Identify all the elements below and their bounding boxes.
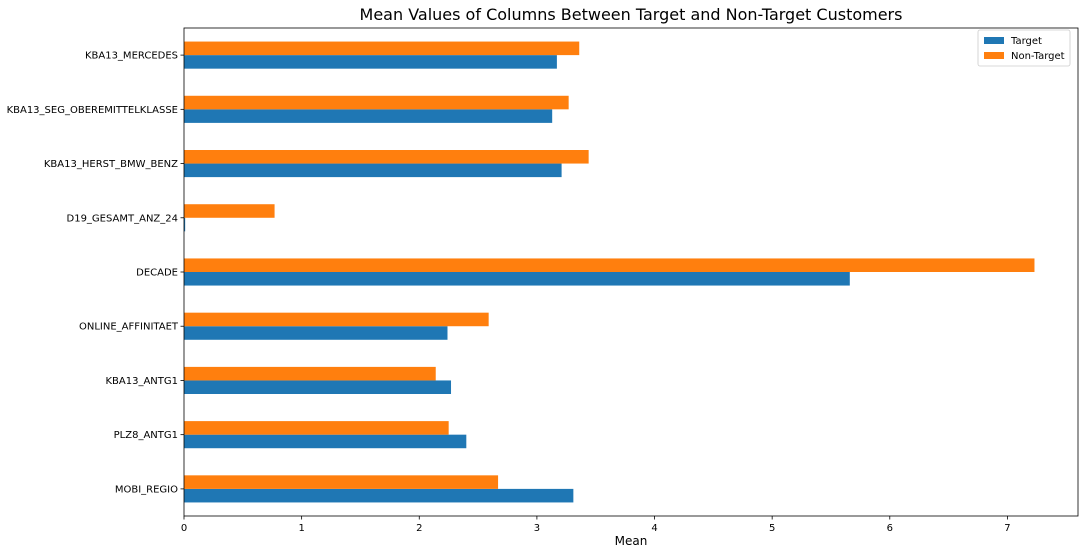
x-axis-title: Mean — [615, 534, 648, 548]
legend: Target Non-Target — [977, 29, 1071, 67]
plot-frame — [183, 27, 1079, 517]
y-tick-label: DECADE — [136, 268, 178, 279]
legend-label-non-target: Non-Target — [1011, 51, 1065, 62]
bar-target-kba13-seg-oberemittelklasse — [184, 109, 553, 123]
x-tick-label: 1 — [298, 523, 304, 534]
y-tick-label: PLZ8_ANTG1 — [114, 430, 178, 441]
bar-non-target-kba13-antg1 — [184, 366, 436, 381]
chart-title: Mean Values of Columns Between Target an… — [360, 5, 903, 24]
bar-target-mobi-regio — [184, 488, 574, 503]
x-tick-label: 5 — [769, 523, 775, 534]
x-tick-label: 3 — [534, 523, 540, 534]
bar-target-kba13-herst-bmw-benz — [184, 163, 562, 178]
y-tick-label: KBA13_SEG_OBEREMITTELKLASSE — [7, 105, 178, 116]
y-tick-label: MOBI_REGIO — [115, 484, 178, 495]
legend-label-target: Target — [1010, 36, 1042, 47]
bar-target-kba13-antg1 — [184, 380, 452, 394]
bar-target-plz8-antg1 — [184, 434, 467, 449]
bar-non-target-d19-gesamt-anz-24 — [184, 204, 275, 218]
x-tick-label: 0 — [181, 523, 187, 534]
bar-target-online-affinitaet — [184, 326, 448, 340]
y-tick-label: D19_GESAMT_ANZ_24 — [67, 213, 179, 224]
x-tick-label: 6 — [887, 523, 893, 534]
bar-target-kba13-mercedes — [184, 55, 557, 69]
y-tick-label: KBA13_HERST_BMW_BENZ — [44, 159, 178, 170]
x-tick-label: 7 — [1004, 523, 1010, 534]
bar-non-target-kba13-seg-oberemittelklasse — [184, 95, 569, 110]
x-tick-label: 4 — [651, 523, 657, 534]
legend-swatch-target — [984, 37, 1004, 44]
y-tick-label: KBA13_MERCEDES — [85, 51, 178, 62]
bar-non-target-decade — [184, 258, 1035, 272]
bar-non-target-online-affinitaet — [184, 312, 489, 327]
bar-non-target-plz8-antg1 — [184, 421, 449, 435]
bar-target-decade — [184, 272, 850, 286]
x-tick-label: 2 — [416, 523, 422, 534]
legend-swatch-non-target — [984, 52, 1004, 59]
bar-non-target-mobi-regio — [184, 475, 499, 489]
y-tick-label: ONLINE_AFFINITAET — [79, 322, 179, 333]
y-tick-label: KBA13_ANTG1 — [105, 376, 178, 387]
bar-target-d19-gesamt-anz-24 — [184, 217, 186, 232]
bar-non-target-kba13-herst-bmw-benz — [184, 150, 589, 164]
plot-area: MOBI_REGIO PLZ8_ANTG1 KBA13_ANTG1 ONLINE_AF… — [7, 27, 1079, 534]
bar-non-target-kba13-mercedes — [184, 41, 580, 56]
